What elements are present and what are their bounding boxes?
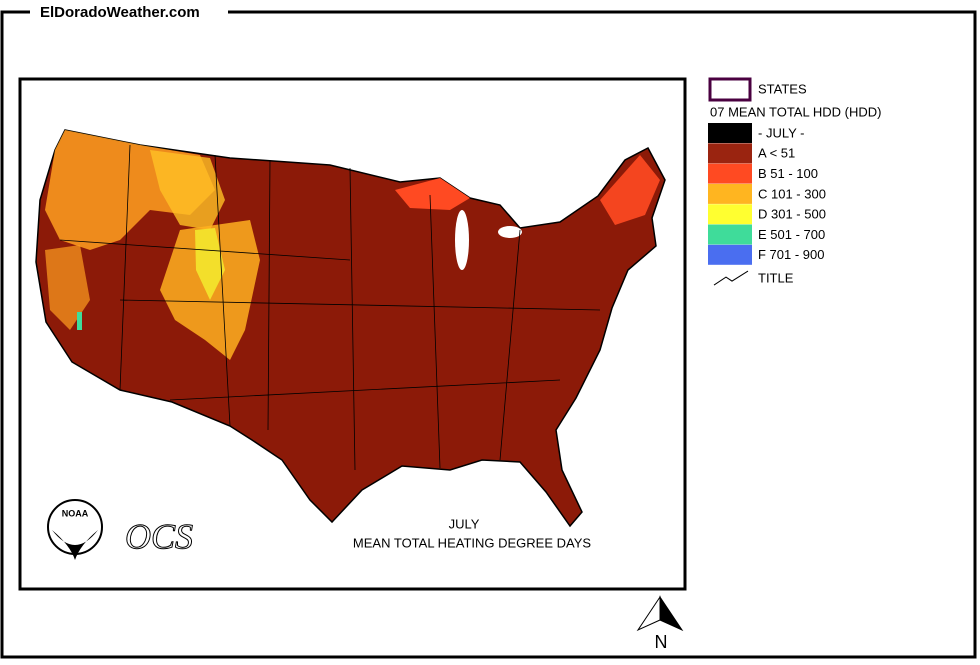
legend-label: A < 51 [758,146,795,161]
legend-swatch [708,143,752,164]
legend-label: STATES [758,81,807,96]
legend-label: B 51 - 100 [758,166,818,181]
legend-swatch [708,244,752,265]
legend-swatch [708,123,752,143]
us-map [35,129,666,528]
caption-month: JULY [449,516,480,531]
noaa-bird [52,530,98,560]
legend-label: E 501 - 700 [758,227,825,242]
north-arrow [636,595,661,632]
legend-label: TITLE [758,271,794,286]
title-symbol [713,270,749,286]
legend-swatch [708,224,752,245]
caption-title: MEAN TOTAL HEATING DEGREE DAYS [353,535,591,550]
logo-text: NOAA [62,508,89,518]
legend-swatch [708,204,752,225]
states-swatch [708,77,752,102]
legend-label: F 701 - 900 [758,247,825,262]
north-arrow-shade [659,595,684,632]
legend-title: 07 MEAN TOTAL HDD (HDD) [710,104,881,119]
legend-label: C 101 - 300 [758,186,826,201]
north-label: N [655,632,668,652]
outer-frame [0,10,977,659]
site-label: ElDoradoWeather.com [40,4,200,21]
legend-label: D 301 - 500 [758,207,826,222]
legend: STATES 07 MEAN TOTAL HDD (HDD) - JULY - A… [708,77,881,286]
legend-label: - JULY - [758,125,804,140]
legend-swatch [708,163,752,184]
ocs-text: OCS [125,516,193,556]
legend-swatch [708,183,752,204]
